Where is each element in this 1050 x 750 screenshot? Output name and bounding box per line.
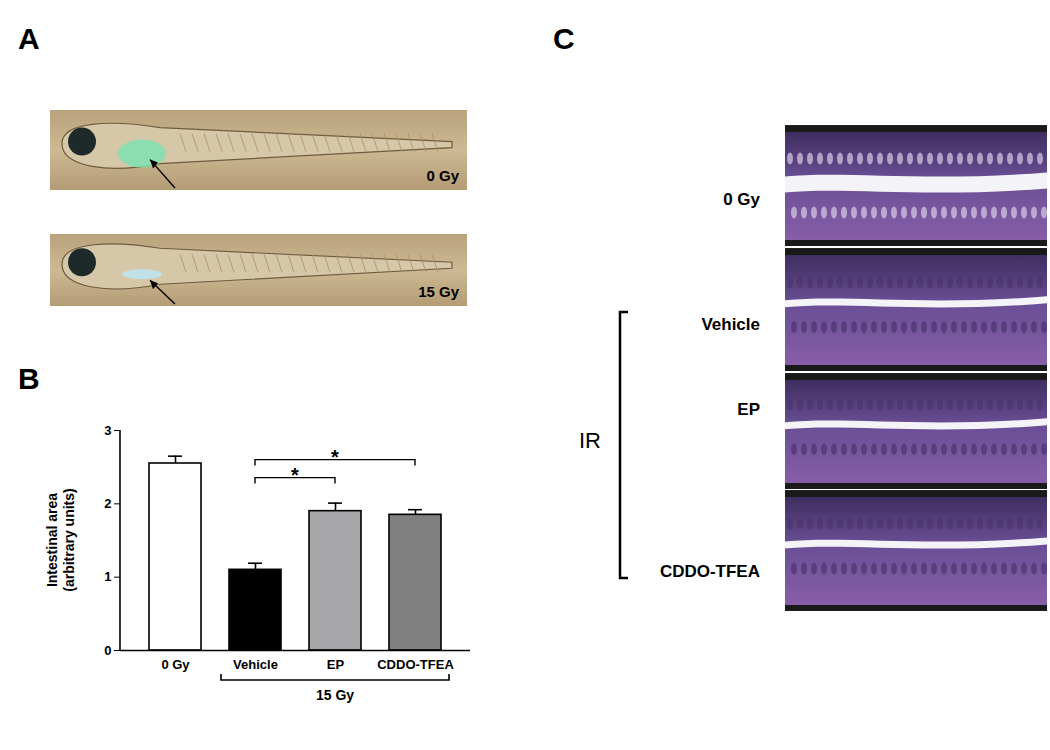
html-text:C: C: [553, 22, 575, 55]
svg-text:Vehicle: Vehicle: [233, 657, 278, 672]
html-text:B: B: [18, 362, 40, 395]
svg-text:Intestinal area(arbitrary unit: Intestinal area(arbitrary units): [44, 488, 77, 591]
svg-text:2: 2: [104, 496, 111, 511]
html-text:CDDO-TFEA: CDDO-TFEA: [659, 562, 760, 581]
svg-text:3: 3: [104, 423, 111, 438]
svg-text:CDDO-TFEA: CDDO-TFEA: [377, 657, 454, 672]
svg-text:0: 0: [104, 643, 111, 658]
html-text:Vehicle: Vehicle: [701, 315, 760, 334]
svg-text:1: 1: [104, 569, 111, 584]
svg-text:EP: EP: [327, 657, 345, 672]
html-text:EP: EP: [737, 400, 760, 419]
svg-text:*: *: [331, 446, 339, 468]
html-text:A: A: [18, 22, 40, 55]
svg-text:15 Gy: 15 Gy: [316, 687, 354, 703]
svg-text:0 Gy: 0 Gy: [161, 657, 190, 672]
html-text:0 Gy: 0 Gy: [723, 190, 760, 209]
html-text:15 Gy: 15 Gy: [418, 283, 459, 300]
svg-text:*: *: [291, 464, 299, 486]
html-text:0 Gy: 0 Gy: [426, 167, 459, 184]
svg-text:IR: IR: [579, 428, 601, 453]
